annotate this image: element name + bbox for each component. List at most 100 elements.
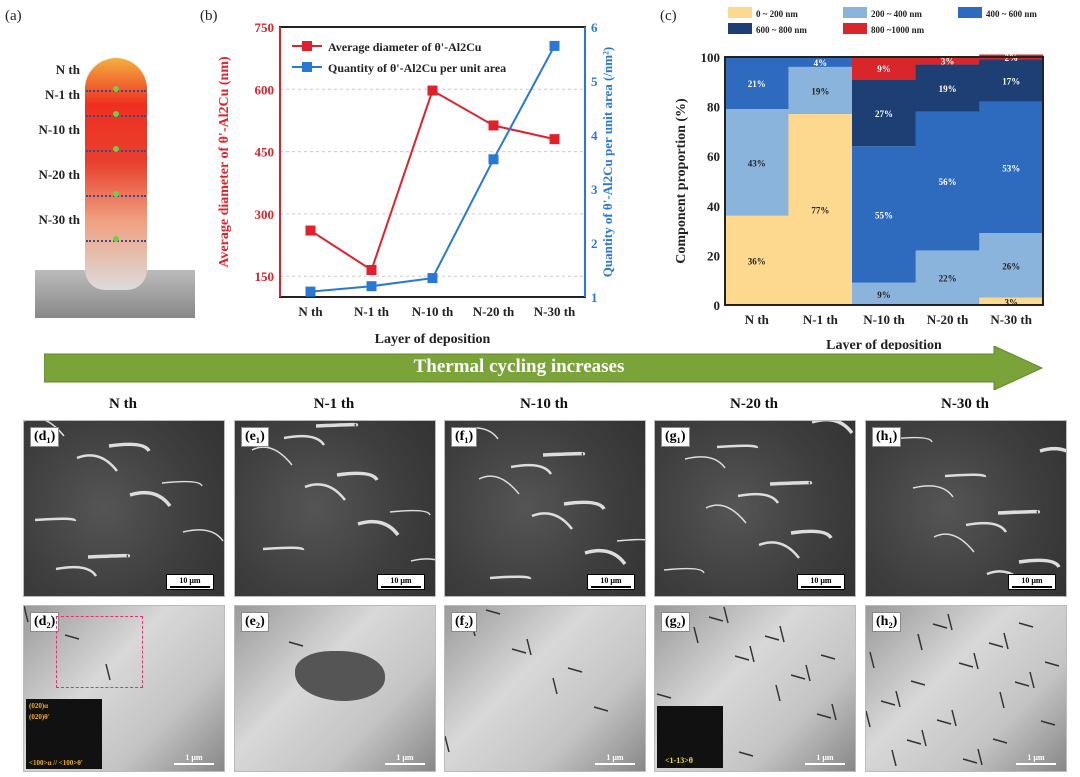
data-label: 56% [939,177,957,187]
x-tick-label: N-1 th [803,312,839,327]
data-label: 43% [748,158,766,168]
legend-label: Average diameter of θ'-Al2Cu [328,40,482,54]
data-point [305,225,316,236]
bar-segment [852,146,916,283]
x-tick-label: N th [745,312,770,327]
x-axis-label: Layer of deposition [375,332,491,347]
column-title: N-20 th [730,396,778,412]
sem-micrograph: (e₁) 10 μm [234,420,436,597]
scale-bar: 1 μm [1016,753,1056,765]
y-tick-label: 20 [707,248,720,263]
bar-segment [724,109,789,216]
sem-micrograph: (h₁) 10 μm [865,420,1067,597]
legend-label: 800 ~1000 nm [871,25,925,35]
bar-segment [979,233,1044,298]
bar-segment [788,114,853,305]
layer-label: N-1 th [44,87,80,102]
x-tick-label: N-20 th [473,304,515,319]
y-tick-label: 750 [255,20,275,35]
data-label: 21% [748,79,766,89]
bar-segment [979,297,1044,305]
image-tag: (h₂) [872,612,902,632]
image-tag: (g₂) [661,612,690,632]
scale-bar: 10 μm [587,574,635,590]
data-label: 77% [811,206,829,216]
image-tag: (g₁) [661,427,690,447]
legend-marker [302,62,312,72]
data-point [549,40,560,51]
bar-segment [979,101,1044,234]
y2-axis-label: Quantity of θ'-Al2Cu per unit area (/nm²… [600,47,615,277]
image-tag: (e₁) [241,427,269,447]
layer-label: N th [55,62,80,77]
sem-micrograph: (g₁) 10 μm [654,420,856,597]
grain-boundaries [457,427,645,581]
legend-swatch [728,23,752,34]
scale-text: 1 μm [396,753,414,762]
column-title: N-1 th [313,396,355,412]
scale-bar: 10 μm [797,574,845,590]
bar-segment [852,282,916,305]
tem-micrograph: (f₂) 1 μm [444,605,646,772]
data-point [305,286,316,297]
line-chart: 150 300 450 600 750 1 2 3 4 5 6 N th N-1 th N-10 th N-… [217,20,615,347]
grain-boundaries [663,421,854,574]
data-label: 26% [1002,261,1020,271]
scale-bar: 1 μm [174,753,214,765]
precipitates [445,609,609,753]
scale-text: 10 μm [600,576,622,585]
bar-segment [915,64,980,112]
image-tag: (d₂) [30,612,60,632]
legend-swatch [843,7,867,18]
y-tick-label: 450 [255,145,275,160]
scale-text: 10 μm [1021,576,1043,585]
bar-segment [915,111,980,251]
y-axis-label: Component proportion (%) [674,98,689,264]
y-tick-label: 150 [255,269,275,284]
series-line [309,89,555,272]
scale-bar: 10 μm [377,574,425,590]
x-tick-label: N-10 th [412,304,454,319]
grain-boundaries [251,422,435,562]
y-tick-label: 0 [714,298,721,313]
data-label: 19% [811,86,829,96]
scale-text: 10 μm [179,576,201,585]
saed-axis: <1-13>θ [665,756,693,765]
bar-segment [979,59,1044,102]
scale-bar: 1 μm [595,753,635,765]
panel-c-label: (c) [660,8,677,24]
y-tick-label: 80 [707,100,720,115]
panel-a-label: (a) [5,8,22,24]
x-tick-label: N-20 th [927,312,969,327]
sem-micrograph: (d₁) 10 μm [23,420,225,597]
sample-point [113,146,119,152]
image-tag: (d₁) [30,427,60,447]
scale-text: 1 μm [185,753,203,762]
data-label: 17% [1002,77,1020,87]
image-tag: (f₂) [451,612,478,632]
y-tick-label: 60 [707,149,720,164]
y-tick-label: 100 [701,50,721,65]
scale-bar: 10 μm [166,574,214,590]
legend-label: 0 ~ 200 nm [756,9,798,19]
legend-label: 400 ~ 600 nm [986,9,1037,19]
data-label: 36% [748,256,766,266]
legend-label: 600 ~ 800 nm [756,25,807,35]
data-label: 27% [875,109,893,119]
bar-segment [788,66,853,115]
y2-tick-label: 3 [591,182,598,197]
saed-pattern: (020)α (020)θ' <100>α // <100>θ' [26,699,102,769]
panel-b-label: (b) [200,8,218,24]
y-tick-label: 40 [707,199,720,214]
y2-tick-label: 2 [591,236,598,251]
layer-label: N-20 th [38,167,80,182]
sem-micrograph: (f₁) 10 μm [444,420,646,597]
bar-segment [724,215,789,305]
data-label: 3% [941,57,955,67]
data-label: 9% [877,290,891,300]
y2-tick-label: 6 [591,20,598,35]
scale-text: 1 μm [816,753,834,762]
bar-segment [852,57,916,80]
scale-bar: 1 μm [805,753,845,765]
data-label: 3% [1004,297,1018,307]
